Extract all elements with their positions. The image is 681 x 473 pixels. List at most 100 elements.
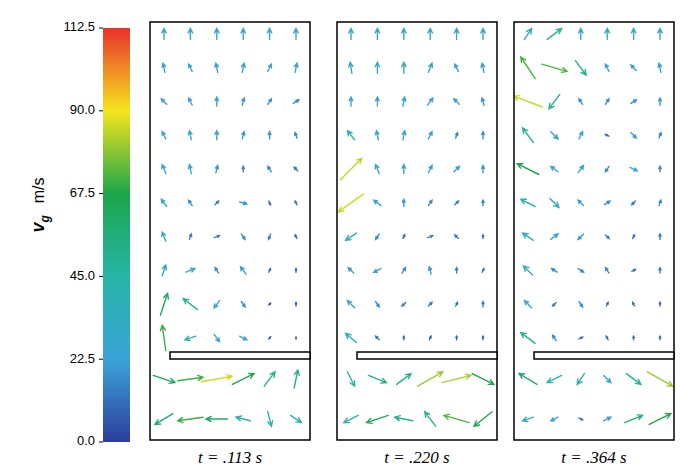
velocity-vector — [418, 372, 443, 386]
velocity-vector — [189, 200, 193, 205]
velocity-vector — [349, 29, 353, 40]
velocity-vector — [626, 374, 640, 385]
velocity-vector — [375, 29, 379, 40]
velocity-vector — [162, 232, 166, 241]
velocity-vector — [397, 374, 411, 385]
velocity-vector — [178, 375, 203, 380]
velocity-vector — [267, 29, 271, 40]
velocity-vector — [553, 335, 557, 340]
velocity-vector — [215, 97, 219, 106]
velocity-vector — [268, 166, 272, 171]
velocity-vector — [521, 199, 535, 206]
velocity-vector — [605, 64, 609, 71]
velocity-vector — [268, 99, 272, 104]
velocity-vector — [659, 268, 661, 273]
velocity-vector — [649, 414, 671, 425]
colorbar-tick-label: 112.5 — [63, 19, 95, 34]
velocity-vector — [578, 269, 583, 273]
velocity-vector — [347, 372, 354, 386]
velocity-vector — [605, 134, 609, 136]
velocity-vector — [482, 166, 485, 173]
velocity-vector — [368, 375, 386, 383]
velocity-vector — [456, 336, 457, 340]
velocity-vector — [605, 201, 610, 205]
velocity-vector — [376, 336, 380, 340]
velocity-vector — [579, 99, 583, 104]
velocity-vector — [429, 336, 431, 340]
velocity-vector — [241, 29, 245, 40]
velocity-vector — [294, 167, 298, 171]
velocity-vector — [428, 132, 432, 139]
velocity-vector — [444, 414, 469, 422]
velocity-vector — [162, 265, 166, 276]
colorbar-tick-label: 0.0 — [77, 433, 95, 448]
velocity-vector — [604, 375, 611, 382]
velocity-vector — [214, 301, 219, 308]
velocity-vector — [269, 337, 271, 339]
velocity-vector — [579, 302, 583, 307]
colorbar-subscript: g — [38, 215, 52, 224]
velocity-vector — [178, 417, 203, 422]
velocity-vector — [294, 370, 299, 388]
velocity-vector — [428, 235, 433, 237]
velocity-vector — [242, 98, 245, 105]
velocity-vector — [482, 132, 485, 139]
velocity-vector — [481, 98, 484, 105]
velocity-vector — [242, 166, 244, 171]
velocity-vector — [340, 158, 362, 180]
velocity-vector — [240, 202, 247, 205]
velocity-vector — [189, 64, 193, 71]
velocity-vector — [549, 94, 560, 108]
velocity-vector — [482, 200, 484, 205]
velocity-vector — [605, 235, 609, 239]
velocity-vector — [578, 234, 583, 239]
velocity-vector — [523, 417, 534, 421]
velocity-vector — [155, 414, 173, 425]
velocity-vector — [186, 268, 195, 272]
velocity-vector — [241, 302, 245, 307]
colorbar-tick-label: 90.0 — [70, 102, 95, 117]
velocity-vector — [631, 100, 636, 104]
velocity-vector — [550, 198, 559, 207]
velocity-vector — [268, 64, 272, 71]
velocity-vector — [659, 234, 661, 239]
velocity-vector — [294, 63, 298, 72]
velocity-vector — [579, 132, 583, 139]
velocity-vector — [547, 375, 561, 382]
velocity-vector — [374, 200, 381, 205]
baffle — [170, 352, 310, 359]
velocity-vector — [455, 64, 459, 71]
velocity-vector — [514, 96, 542, 107]
velocity-vector — [578, 166, 583, 173]
velocity-vector — [153, 375, 175, 383]
velocity-vector — [348, 268, 353, 273]
velocity-vector — [456, 302, 458, 306]
velocity-vector — [606, 302, 608, 306]
velocity-vector — [402, 165, 406, 174]
velocity-vector — [403, 235, 405, 239]
velocity-vector — [185, 336, 196, 340]
velocity-vector — [215, 201, 219, 205]
velocity-vector — [188, 131, 192, 140]
velocity-vector — [215, 63, 219, 72]
domain-frame — [514, 22, 674, 440]
velocity-vector — [524, 266, 533, 275]
velocity-vector — [605, 99, 609, 104]
velocity-vector — [206, 417, 228, 422]
velocity-vector — [604, 417, 611, 421]
velocity-vector — [216, 166, 219, 173]
velocity-vector — [552, 269, 557, 273]
velocity-vector — [402, 29, 406, 40]
velocity-vector — [162, 63, 166, 72]
velocity-vector — [402, 62, 406, 73]
velocity-vector — [376, 234, 380, 239]
velocity-vector — [428, 98, 433, 105]
velocity-vector — [606, 336, 608, 340]
velocity-vector — [517, 164, 539, 175]
figure: 0.022.545.067.590.0112.5vgm/st = .113 st… — [0, 0, 681, 473]
colorbar-tick — [99, 28, 103, 29]
velocity-vector — [349, 97, 353, 106]
colorbar — [103, 28, 130, 442]
velocity-vector — [456, 133, 458, 138]
colorbar-tick — [99, 110, 103, 111]
